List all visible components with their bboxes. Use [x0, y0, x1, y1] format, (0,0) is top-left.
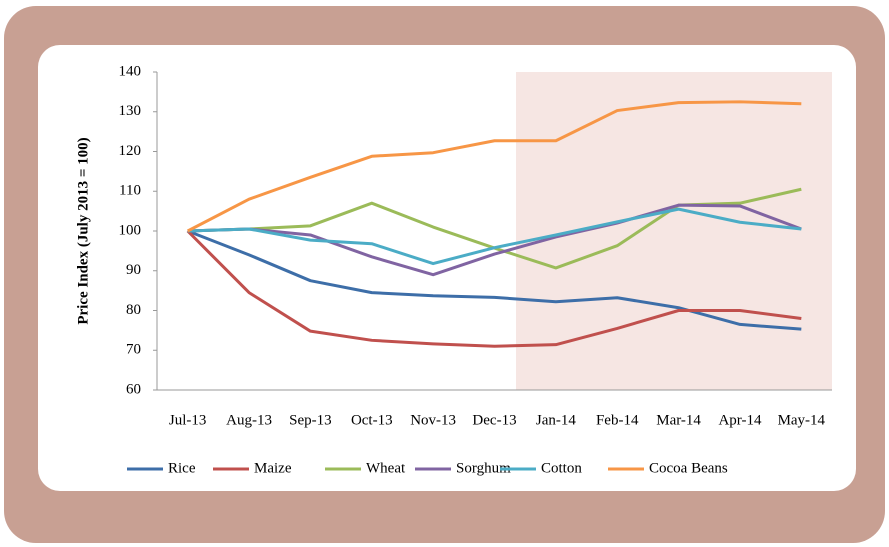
x-tick-label: May-14 [778, 412, 826, 428]
y-tick-label: 70 [126, 342, 141, 358]
x-tick-label: Apr-14 [718, 412, 762, 428]
x-tick-label: Jan-14 [536, 412, 576, 428]
legend-label: Maize [254, 460, 292, 476]
series-line [186, 229, 802, 348]
series-line [187, 229, 802, 331]
y-tick-label: 130 [119, 103, 142, 119]
series-line [187, 203, 802, 277]
x-tick-label: Sep-13 [289, 412, 332, 428]
legend-label: Cotton [541, 460, 582, 476]
x-tick-label: Dec-13 [472, 412, 516, 428]
x-tick-label: Feb-14 [596, 412, 639, 428]
x-tick-label: Mar-14 [656, 412, 701, 428]
y-tick-label: 80 [126, 302, 141, 318]
legend-label: Wheat [366, 460, 406, 476]
x-tick-label: Jul-13 [169, 412, 207, 428]
y-tick-label: 100 [119, 222, 142, 238]
x-tick-label: Oct-13 [351, 412, 393, 428]
series-line [186, 100, 802, 233]
legend-label: Sorghum [456, 460, 511, 476]
x-tick-label: Nov-13 [410, 412, 456, 428]
series-line [187, 207, 802, 266]
y-axis-label: Price Index (July 2013 = 100) [75, 137, 91, 324]
y-tick-label: 60 [126, 381, 141, 397]
y-tick-label: 120 [119, 143, 142, 159]
y-tick-label: 110 [119, 183, 141, 199]
y-tick-label: 90 [126, 262, 141, 278]
x-tick-label: Aug-13 [226, 412, 272, 428]
y-tick-label: 140 [119, 63, 142, 79]
legend-label: Rice [168, 460, 196, 476]
legend-label: Cocoa Beans [649, 460, 728, 476]
